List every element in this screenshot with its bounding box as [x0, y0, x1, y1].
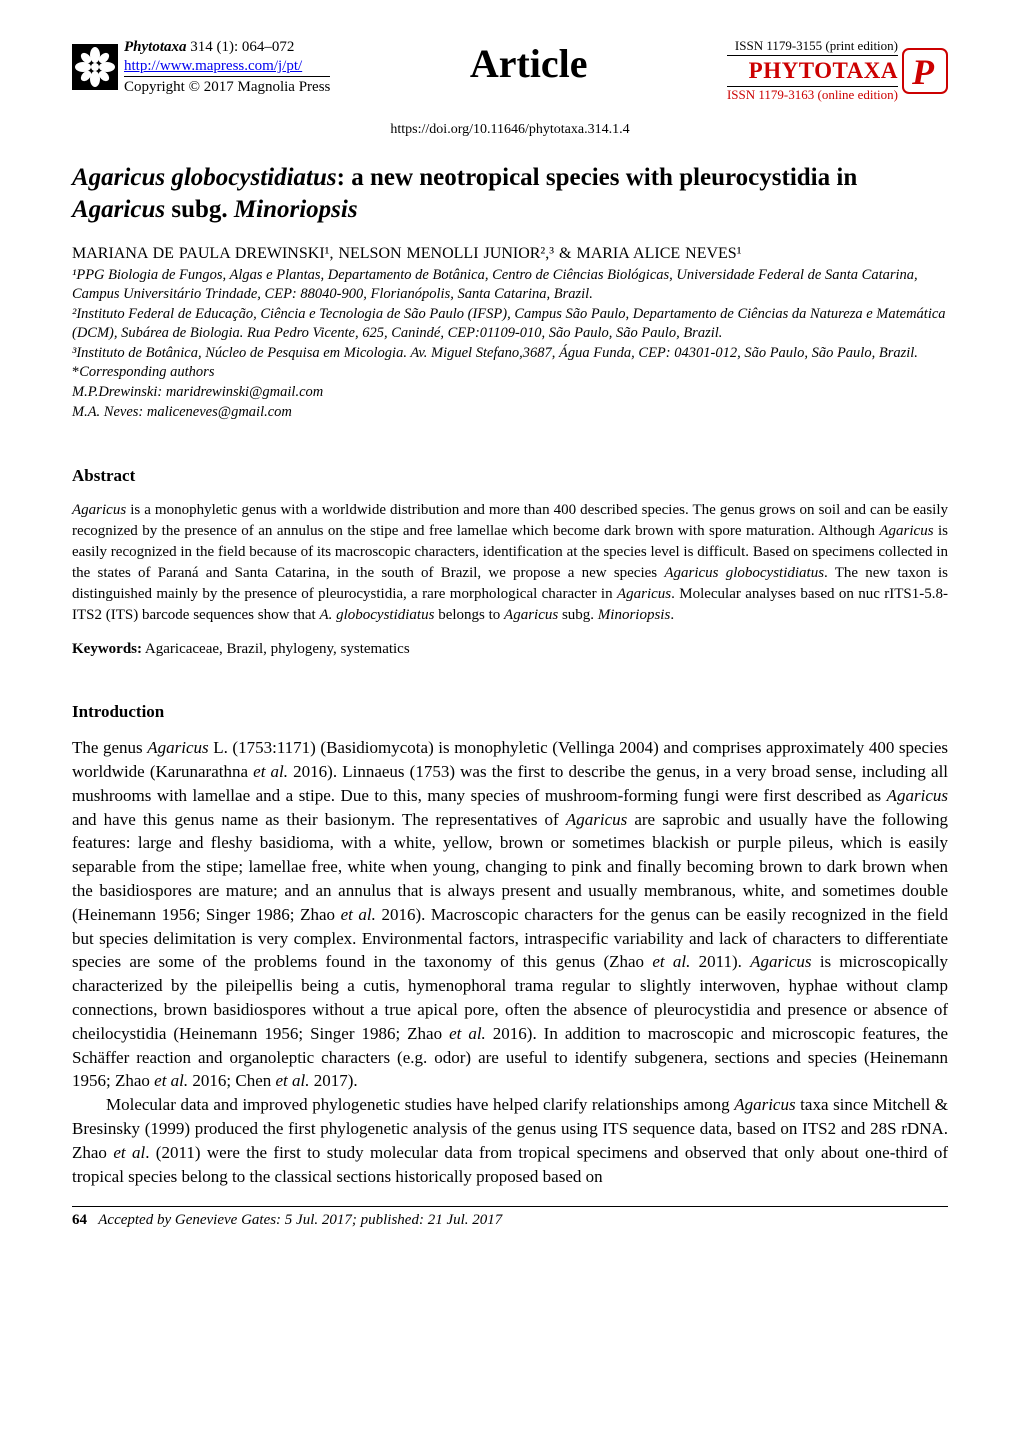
footer-acceptance: Accepted by Genevieve Gates: 5 Jul. 2017… [98, 1212, 502, 1228]
intro-p1: The genus Agaricus L. (1753:1171) (Basid… [72, 736, 948, 1093]
header-left: Phytotaxa 314 (1): 064–072 http://www.ma… [72, 38, 330, 96]
journal-line: Phytotaxa 314 (1): 064–072 [124, 38, 330, 57]
affiliations-block: ¹PPG Biologia de Fungos, Algas e Plantas… [72, 266, 948, 423]
corresponding-label: **Corresponding authorsCorresponding aut… [72, 363, 948, 383]
issn-print: ISSN 1179-3155 (print edition) [727, 38, 898, 55]
header-right: ISSN 1179-3155 (print edition) PHYTOTAXA… [727, 38, 948, 104]
phytotaxa-logo-icon: P [902, 48, 948, 94]
journal-url-link[interactable]: http://www.mapress.com/j/pt/ [124, 57, 330, 76]
flower-icon [72, 44, 118, 90]
intro-p2: Molecular data and improved phylogenetic… [72, 1093, 948, 1188]
doi-line: https://doi.org/10.11646/phytotaxa.314.1… [72, 122, 948, 138]
introduction-heading: Introduction [72, 702, 948, 722]
title-part2: : a new neotropical species with pleuroc… [337, 164, 858, 191]
page-footer: 64 Accepted by Genevieve Gates: 5 Jul. 2… [72, 1206, 948, 1229]
affiliation-2: ²Instituto Federal de Educação, Ciência … [72, 305, 948, 344]
abs-1n: . [670, 607, 674, 623]
journal-info: Phytotaxa 314 (1): 064–072 http://www.ma… [124, 38, 330, 96]
title-subgenus: Minoriopsis [234, 196, 358, 223]
abs-1i: A. globocystidiatus [319, 607, 434, 623]
authors-line: MARIANA DE PAULA DREWINSKI¹, NELSON MENO… [72, 245, 948, 263]
keywords-text: Agaricaceae, Brazil, phylogeny, systemat… [142, 641, 410, 657]
affiliation-3: ³Instituto de Botânica, Núcleo de Pesqui… [72, 344, 948, 364]
corresponding-1: M.P.Drewinski: maridrewinski@gmail.com [72, 383, 948, 403]
affiliation-1: ¹PPG Biologia de Fungos, Algas e Plantas… [72, 266, 948, 305]
issn-online: ISSN 1179-3163 (online edition) [727, 87, 898, 104]
copyright-line: Copyright © 2017 Magnolia Press [124, 76, 330, 97]
abs-1l: subg. [558, 607, 598, 623]
abs-1g: Agaricus [617, 586, 671, 602]
abs-1e: Agaricus globocystidiatus [664, 565, 824, 581]
page-container: Phytotaxa 314 (1): 064–072 http://www.ma… [0, 0, 1020, 1259]
introduction-body: The genus Agaricus L. (1753:1171) (Basid… [72, 736, 948, 1188]
abs-1a: Agaricus [72, 502, 126, 518]
svg-text:P: P [911, 52, 935, 92]
keywords-line: Keywords: Agaricaceae, Brazil, phylogeny… [72, 641, 948, 658]
journal-name: Phytotaxa [124, 39, 187, 55]
volume-info: 314 (1): 064–072 [187, 39, 295, 55]
keywords-label: Keywords: [72, 641, 142, 657]
title-part4: subg. [165, 196, 234, 223]
title-species: Agaricus globocystidiatus [72, 164, 337, 191]
page-number: 64 [72, 1212, 87, 1228]
article-label: Article [470, 38, 588, 87]
page-header: Phytotaxa 314 (1): 064–072 http://www.ma… [72, 38, 948, 104]
corresponding-2: M.A. Neves: maliceneves@gmail.com [72, 403, 948, 423]
title-genus: Agaricus [72, 196, 165, 223]
issn-block: ISSN 1179-3155 (print edition) PHYTOTAXA… [727, 38, 898, 104]
brand-name: PHYTOTAXA [727, 55, 898, 87]
abstract-text: Agaricus is a monophyletic genus with a … [72, 500, 948, 626]
abstract-heading: Abstract [72, 466, 948, 486]
abs-1c: Agaricus [879, 523, 933, 539]
abs-1b: is a monophyletic genus with a worldwide… [72, 502, 948, 539]
abs-1m: Minoriopsis [598, 607, 671, 623]
article-title: Agaricus globocystidiatus: a new neotrop… [72, 162, 948, 227]
abs-1j: belongs to [434, 607, 504, 623]
abs-1k: Agaricus [504, 607, 558, 623]
